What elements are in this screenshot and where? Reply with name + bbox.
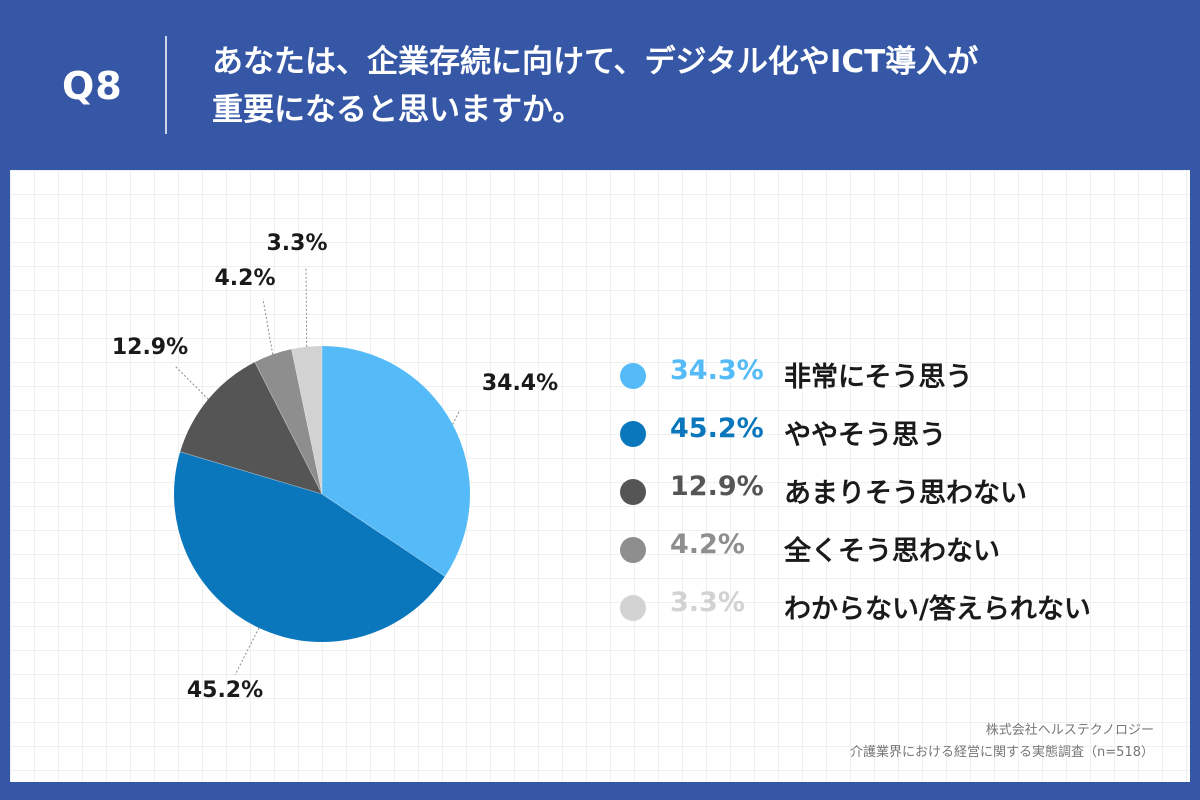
- source-survey: 介護業界における経営に関する実態調査（n=518）: [850, 745, 1154, 760]
- data-label: 12.9%: [112, 335, 188, 360]
- legend: 34.3% 非常にそう思う 45.2% ややそう思う 12.9% あまりそう思わ…: [620, 345, 1140, 635]
- pie-slice: [322, 346, 471, 577]
- data-label: 34.4%: [482, 371, 558, 396]
- legend-swatch: [620, 421, 646, 447]
- legend-row: 4.2% 全くそう思わない: [620, 519, 1140, 577]
- question-number: Q8: [62, 64, 123, 108]
- slice-separator: [180, 451, 323, 495]
- data-label: 3.3%: [266, 231, 327, 256]
- chart-panel: 34.4% 45.2% 12.9% 4.2% 3.3% 34.3% 非常にそう思う 45…: [10, 170, 1190, 782]
- legend-swatch: [620, 595, 646, 621]
- question-line-1: あなたは、企業存続に向けて、デジタル化やICT導入が: [212, 44, 979, 80]
- legend-swatch: [620, 479, 646, 505]
- leader-line: [234, 627, 260, 676]
- legend-label: あまりそう思わない: [784, 478, 1027, 509]
- header-divider: [165, 36, 167, 134]
- leader-line: [262, 298, 274, 355]
- slice-separator: [254, 361, 323, 495]
- pie-slice: [180, 362, 322, 494]
- data-label: 45.2%: [187, 678, 263, 703]
- legend-label: ややそう思う: [784, 420, 946, 451]
- legend-row: 34.3% 非常にそう思う: [620, 345, 1140, 403]
- legend-row: 12.9% あまりそう思わない: [620, 461, 1140, 519]
- legend-swatch: [620, 363, 646, 389]
- header: Q8 あなたは、企業存続に向けて、デジタル化やICT導入が 重要になると思います…: [0, 0, 1200, 170]
- legend-value: 34.3%: [670, 355, 764, 386]
- question-line-2: 重要になると思いますか。: [212, 92, 584, 128]
- leader-line: [305, 266, 308, 347]
- pie-chart: 34.4% 45.2% 12.9% 4.2% 3.3%: [112, 231, 558, 703]
- legend-label: わからない/答えられない: [784, 594, 1091, 625]
- legend-value: 4.2%: [670, 529, 745, 560]
- legend-value: 45.2%: [670, 413, 764, 444]
- pie-slice: [174, 451, 445, 643]
- legend-value: 3.3%: [670, 587, 745, 618]
- legend-value: 12.9%: [670, 471, 764, 502]
- slice-separator: [321, 493, 446, 577]
- leader-line: [452, 409, 461, 425]
- pie-slice: [254, 349, 322, 494]
- question-text: あなたは、企業存続に向けて、デジタル化やICT導入が 重要になると思いますか。: [212, 38, 1142, 134]
- source-note: 株式会社ヘルステクノロジー 介護業界における経営に関する実態調査（n=518）: [850, 720, 1154, 764]
- legend-label: 非常にそう思う: [784, 362, 973, 393]
- leader-line: [174, 365, 209, 400]
- legend-row: 45.2% ややそう思う: [620, 403, 1140, 461]
- source-company: 株式会社ヘルステクノロジー: [985, 723, 1154, 738]
- slice-separator: [291, 349, 323, 495]
- data-label: 4.2%: [214, 266, 275, 291]
- legend-label: 全くそう思わない: [784, 536, 1000, 567]
- legend-row: 3.3% わからない/答えられない: [620, 577, 1140, 635]
- legend-swatch: [620, 537, 646, 563]
